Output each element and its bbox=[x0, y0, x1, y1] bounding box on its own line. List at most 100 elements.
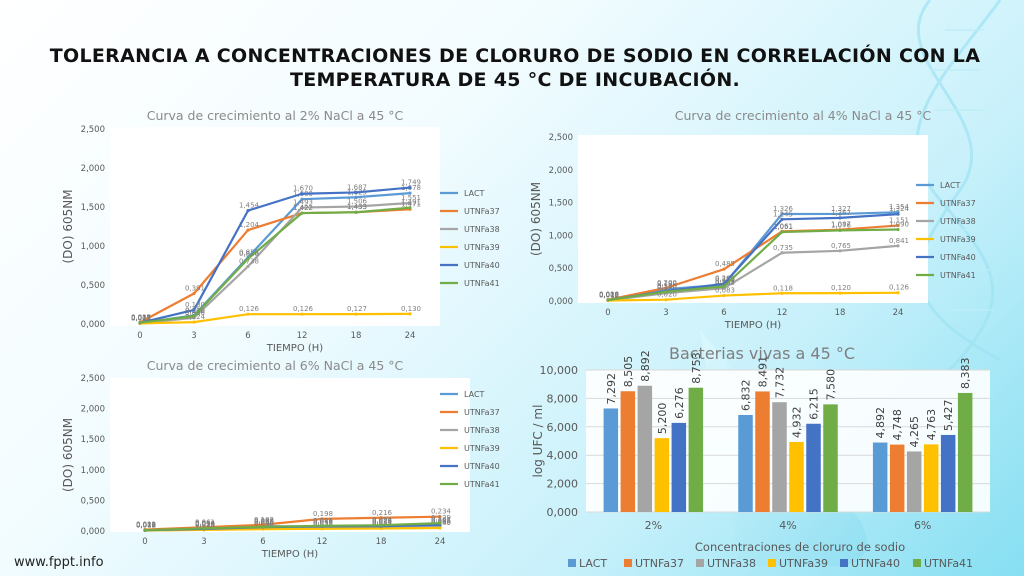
data-label: 1,551 bbox=[401, 194, 421, 202]
legend-label: UTNFa38 bbox=[464, 426, 500, 435]
data-label: 0,020 bbox=[657, 291, 677, 299]
data-point bbox=[838, 249, 842, 253]
data-label: 0,009 bbox=[131, 314, 151, 322]
data-label: 1,061 bbox=[773, 222, 793, 230]
data-label: 0,010 bbox=[599, 291, 619, 299]
legend-label: LACT bbox=[579, 557, 607, 570]
data-label: 0,041 bbox=[372, 519, 392, 527]
x-tick-label: 6 bbox=[721, 308, 726, 318]
legend-label: UTNFa39 bbox=[464, 243, 500, 252]
data-label: 0,765 bbox=[831, 242, 851, 250]
category-label: 6% bbox=[914, 519, 931, 532]
legend-label: UTNFa38 bbox=[940, 217, 976, 226]
chart-svg: Curva de crecimiento al 4% NaCl a 45 °C 0… bbox=[529, 108, 976, 331]
bar-lact bbox=[603, 408, 619, 512]
chart-title: Bacterias vivas a 45 °C bbox=[669, 344, 855, 363]
plot-area bbox=[578, 135, 928, 303]
data-label: 0,140 bbox=[657, 283, 677, 291]
data-label: 1,454 bbox=[239, 202, 260, 210]
data-label: 0,083 bbox=[715, 287, 735, 295]
x-tick-label: 0 bbox=[605, 308, 610, 318]
y-tick-label: 8,000 bbox=[547, 392, 579, 405]
x-tick-label: 12 bbox=[297, 331, 308, 341]
legend-label: UTNFa39 bbox=[940, 235, 976, 244]
data-label: 0,025 bbox=[195, 520, 215, 528]
data-label: 0,180 bbox=[185, 301, 205, 309]
data-point bbox=[143, 528, 147, 532]
data-point bbox=[246, 208, 250, 213]
y-tick-label: 0,500 bbox=[549, 264, 573, 274]
x-tick-label: 18 bbox=[835, 308, 846, 318]
data-label: 0,054 bbox=[372, 519, 393, 527]
data-point bbox=[780, 291, 784, 295]
y-tick-label: 1,500 bbox=[81, 203, 105, 213]
bar-value-label: 4,892 bbox=[874, 407, 887, 439]
x-tick-label: 24 bbox=[405, 331, 416, 341]
data-point bbox=[379, 523, 383, 527]
bar-value-label: 7,580 bbox=[825, 369, 838, 401]
data-point bbox=[354, 312, 358, 316]
data-label: 0,076 bbox=[313, 517, 334, 525]
legend-label: UTNFa41 bbox=[464, 480, 500, 489]
legend-label: UTNFa37 bbox=[464, 207, 500, 216]
bar-value-label: 5,427 bbox=[942, 399, 955, 431]
data-label: 0,020 bbox=[599, 291, 619, 299]
data-label: 0,012 bbox=[136, 521, 156, 529]
bar-utnfa39 bbox=[789, 441, 804, 512]
bar-lact bbox=[738, 414, 753, 512]
data-label: 0,063 bbox=[254, 518, 274, 526]
line-chart-6-percent: Curva de crecimiento al 6% NaCl a 45 °C 0… bbox=[60, 354, 500, 570]
data-label: 0,250 bbox=[715, 276, 735, 284]
y-tick-label: 2,500 bbox=[549, 133, 573, 143]
footer-url: www.fppt.info bbox=[14, 555, 104, 570]
bar-chart-live-bacteria: Bacterias vivas a 45 °C 0,000 2,000 4,000 6,… bbox=[524, 340, 1024, 576]
data-label: 1,204 bbox=[239, 221, 260, 229]
legend-label: UTNFa40 bbox=[464, 462, 500, 471]
data-point bbox=[408, 206, 412, 210]
data-point bbox=[780, 217, 784, 221]
data-point bbox=[722, 293, 726, 298]
data-label: 0,012 bbox=[599, 291, 619, 299]
legend-label: UTNFa41 bbox=[924, 557, 973, 570]
legend-label: UTNFa40 bbox=[464, 261, 500, 270]
data-label: 0,030 bbox=[254, 520, 274, 528]
data-label: 0,080 bbox=[254, 517, 274, 525]
bar-value-label: 8,383 bbox=[959, 357, 972, 389]
legend-swatch bbox=[568, 559, 576, 567]
data-point bbox=[408, 312, 412, 316]
bar-value-label: 6,276 bbox=[673, 387, 686, 419]
y-tick-label: 0,000 bbox=[547, 506, 579, 519]
data-label: 0,180 bbox=[657, 280, 677, 288]
data-label: 1,422 bbox=[293, 204, 313, 212]
x-tick-label: 6 bbox=[245, 331, 250, 341]
series-line-utnfa40 bbox=[139, 186, 411, 324]
data-label: 0,017 bbox=[131, 314, 151, 322]
data-label: 0,022 bbox=[136, 521, 156, 529]
bar-value-label: 4,265 bbox=[908, 416, 921, 448]
y-tick-label: 0,000 bbox=[549, 297, 573, 307]
data-label: 0,485 bbox=[715, 260, 735, 268]
chart-title: Curva de crecimiento al 6% NaCl a 45 °C bbox=[147, 358, 404, 373]
data-label: 0,100 bbox=[185, 307, 205, 315]
bar-utnfa37 bbox=[755, 391, 770, 512]
legend-label: UTNFa38 bbox=[464, 225, 500, 234]
x-tick-label: 3 bbox=[663, 308, 668, 318]
legend-label: LACT bbox=[464, 390, 485, 399]
bar-value-label: 5,200 bbox=[656, 403, 669, 435]
data-point bbox=[192, 320, 196, 324]
data-point bbox=[438, 515, 442, 519]
bar-utnfa40 bbox=[806, 423, 821, 512]
data-label: 0,855 bbox=[239, 248, 259, 256]
x-tick-label: 18 bbox=[351, 331, 362, 341]
bar-value-label: 6,832 bbox=[740, 379, 753, 411]
data-label: 0,735 bbox=[773, 244, 793, 252]
x-axis-label: TIEMPO (H) bbox=[266, 343, 324, 354]
data-label: 0,015 bbox=[131, 314, 151, 322]
data-point bbox=[354, 190, 358, 195]
y-tick-label: 0,000 bbox=[81, 527, 105, 537]
data-label: 1,327 bbox=[831, 205, 851, 213]
bar-utnfa41 bbox=[688, 387, 704, 512]
data-label: 1,354 bbox=[889, 203, 910, 211]
y-tick-label: 2,500 bbox=[81, 125, 105, 135]
slide-title-line-1: TOLERANCIA A CONCENTRACIONES DE CLORURO … bbox=[49, 45, 981, 67]
